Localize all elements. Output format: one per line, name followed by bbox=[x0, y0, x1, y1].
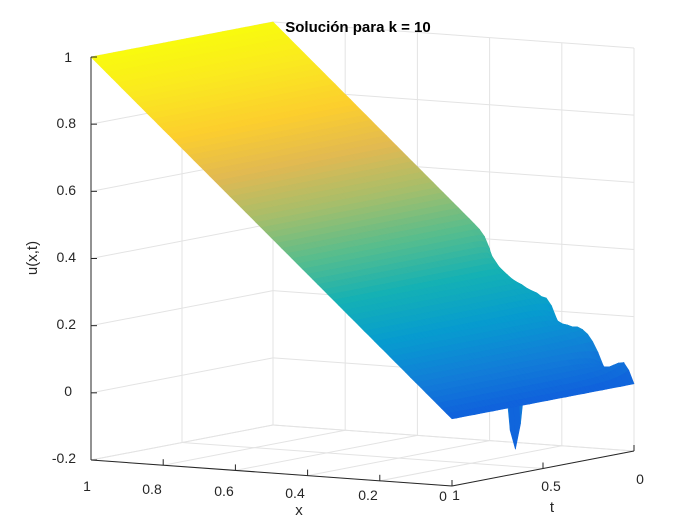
grid-line bbox=[272, 424, 635, 452]
t-tick-label: 0 bbox=[636, 471, 644, 487]
z-tick-label: 0.2 bbox=[57, 316, 77, 332]
x-tick-labels: 1 0.8 0.6 0.4 0.2 0 bbox=[83, 478, 447, 504]
z-tick-label: 0.4 bbox=[57, 249, 77, 265]
x-tick-label: 0.6 bbox=[214, 483, 234, 499]
chart-title: Solución para k = 10 bbox=[285, 19, 430, 36]
surface-mesh bbox=[90, 21, 635, 450]
z-tick-label: 0 bbox=[64, 383, 72, 399]
z-tick-label: 0.8 bbox=[57, 115, 77, 131]
x-axis-label: x bbox=[295, 502, 303, 519]
z-tick-labels: 1 0.8 0.6 0.4 0.2 0 -0.2 bbox=[52, 49, 76, 466]
x-axis-line bbox=[90, 459, 453, 487]
t-axis-label: t bbox=[550, 499, 555, 516]
z-tick-label: 1 bbox=[64, 49, 72, 65]
z-axis-label: u(x,t) bbox=[24, 241, 41, 275]
grid-line bbox=[272, 21, 635, 49]
t-tick-labels: 1 0.5 0 bbox=[452, 471, 644, 503]
x-tick-label: 0 bbox=[439, 488, 447, 504]
x-tick-label: 0.8 bbox=[142, 481, 162, 497]
x-tick-label: 1 bbox=[83, 478, 91, 494]
t-tick-label: 1 bbox=[452, 487, 460, 503]
z-tick-label: -0.2 bbox=[52, 450, 76, 466]
t-tick-label: 0.5 bbox=[541, 478, 561, 494]
surface-patch bbox=[446, 412, 458, 420]
z-tick-label: 0.6 bbox=[57, 182, 77, 198]
grid-line bbox=[181, 442, 544, 469]
x-tick-label: 0.4 bbox=[285, 485, 305, 501]
x-tick-label: 0.2 bbox=[358, 487, 378, 503]
axes bbox=[90, 56, 635, 487]
